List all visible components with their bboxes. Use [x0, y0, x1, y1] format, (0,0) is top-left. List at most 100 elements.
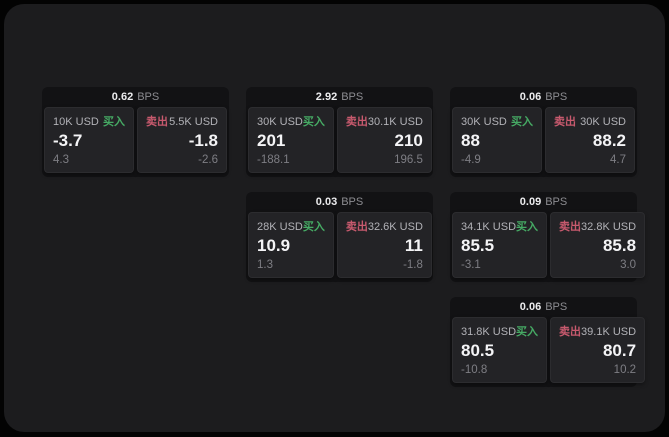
quote-card: 0.03 BPS 28K USD 买入 10.9 1.3 卖出 32.6K USD… [246, 192, 433, 282]
sell-label: 卖出 [345, 221, 368, 233]
buy-amount: 34.1K USD [461, 221, 517, 233]
quote-card: 0.06 BPS 30K USD 买入 88 -4.9 卖出 30K USD 88… [450, 87, 637, 177]
quote-body: 31.8K USD 买入 80.5 -10.8 卖出 39.1K USD 80.… [452, 317, 646, 383]
sell-top-row: 卖出 39.1K USD [559, 326, 636, 338]
buy-delta: -188.1 [257, 154, 290, 166]
sell-delta: 4.7 [610, 154, 626, 166]
buy-top-row: 28K USD 买入 [257, 221, 325, 233]
sell-label: 卖出 [146, 116, 168, 128]
buy-price: 85.5 [461, 236, 495, 255]
buy-delta: -3.1 [461, 259, 481, 271]
sell-price: 88.2 [592, 131, 626, 150]
spread-unit: BPS [545, 91, 568, 103]
sell-top-row: 卖出 30.1K USD [346, 116, 423, 128]
buy-price: -3.7 [53, 131, 83, 150]
spread-header: 0.06 BPS [450, 87, 637, 107]
buy-amount: 31.8K USD [461, 326, 517, 338]
sell-panel[interactable]: 卖出 32.8K USD 85.8 3.0 [550, 212, 646, 278]
sell-label: 卖出 [554, 116, 576, 128]
sell-panel[interactable]: 卖出 30.1K USD 210 196.5 [336, 107, 432, 173]
buy-top-row: 30K USD 买入 [461, 116, 533, 128]
sell-amount: 32.8K USD [581, 221, 637, 233]
quote-card: 0.09 BPS 34.1K USD 买入 85.5 -3.1 卖出 32.8K … [450, 192, 646, 282]
sell-label: 卖出 [345, 116, 368, 128]
quote-body: 30K USD 买入 88 -4.9 卖出 30K USD 88.2 4.7 [452, 107, 635, 173]
buy-panel[interactable]: 34.1K USD 买入 85.5 -3.1 [452, 212, 548, 278]
buy-amount: 28K USD [257, 221, 303, 233]
spread-unit: BPS [545, 301, 568, 313]
buy-label: 买入 [516, 326, 539, 338]
buy-amount: 30K USD [257, 116, 303, 128]
spread-unit: BPS [545, 196, 568, 208]
sell-price: -1.8 [188, 131, 218, 150]
buy-price: 201 [257, 131, 286, 150]
buy-price: 88 [461, 131, 480, 150]
sell-panel[interactable]: 卖出 30K USD 88.2 4.7 [545, 107, 635, 173]
sell-delta: 3.0 [620, 259, 637, 271]
buy-price: 10.9 [257, 236, 291, 255]
buy-price: 80.5 [461, 341, 495, 360]
quote-body: 10K USD 买入 -3.7 4.3 卖出 5.5K USD -1.8 -2.… [44, 107, 227, 173]
spread-header: 2.92 BPS [246, 87, 433, 107]
buy-panel[interactable]: 30K USD 买入 88 -4.9 [452, 107, 542, 173]
spread-unit: BPS [137, 91, 160, 103]
spread-header: 0.62 BPS [42, 87, 229, 107]
buy-panel[interactable]: 31.8K USD 买入 80.5 -10.8 [452, 317, 548, 383]
buy-amount: 30K USD [461, 116, 507, 128]
buy-panel[interactable]: 30K USD 买入 201 -188.1 [248, 107, 334, 173]
sell-amount: 30.1K USD [367, 116, 423, 128]
sell-delta: 196.5 [394, 154, 423, 166]
buy-label: 买入 [511, 116, 533, 128]
sell-price: 210 [394, 131, 423, 150]
buy-amount: 10K USD [53, 116, 99, 128]
sell-panel[interactable]: 卖出 39.1K USD 80.7 10.2 [550, 317, 646, 383]
buy-panel[interactable]: 10K USD 买入 -3.7 4.3 [44, 107, 134, 173]
buy-top-row: 31.8K USD 买入 [461, 326, 538, 338]
buy-label: 买入 [302, 221, 325, 233]
sell-top-row: 卖出 32.6K USD [346, 221, 423, 233]
sell-amount: 32.6K USD [367, 221, 423, 233]
buy-label: 买入 [516, 221, 539, 233]
spread-value: 0.03 [315, 196, 338, 208]
buy-label: 买入 [103, 116, 125, 128]
quote-board-panel: 0.62 BPS 10K USD 买入 -3.7 4.3 卖出 5.5K USD … [4, 4, 665, 432]
buy-top-row: 30K USD 买入 [257, 116, 325, 128]
spread-unit: BPS [341, 91, 364, 103]
sell-amount: 39.1K USD [581, 326, 637, 338]
sell-panel[interactable]: 卖出 5.5K USD -1.8 -2.6 [137, 107, 227, 173]
quote-card: 2.92 BPS 30K USD 买入 201 -188.1 卖出 30.1K U… [246, 87, 433, 177]
quote-card: 0.62 BPS 10K USD 买入 -3.7 4.3 卖出 5.5K USD … [42, 87, 229, 177]
sell-panel[interactable]: 卖出 32.6K USD 11 -1.8 [336, 212, 432, 278]
sell-delta: -1.8 [403, 259, 423, 271]
sell-top-row: 卖出 30K USD [554, 116, 626, 128]
spread-value: 0.62 [111, 91, 134, 103]
buy-top-row: 34.1K USD 买入 [461, 221, 538, 233]
sell-price: 80.7 [602, 341, 637, 360]
spread-value: 0.09 [519, 196, 542, 208]
sell-label: 卖出 [559, 221, 582, 233]
sell-amount: 30K USD [580, 116, 626, 128]
quote-body: 30K USD 买入 201 -188.1 卖出 30.1K USD 210 1… [248, 107, 432, 173]
quote-body: 28K USD 买入 10.9 1.3 卖出 32.6K USD 11 -1.8 [248, 212, 432, 278]
sell-delta: -2.6 [198, 154, 218, 166]
spread-value: 0.06 [519, 301, 542, 313]
sell-label: 卖出 [559, 326, 582, 338]
buy-top-row: 10K USD 买入 [53, 116, 125, 128]
sell-price: 85.8 [602, 236, 637, 255]
spread-value: 0.06 [519, 91, 542, 103]
spread-unit: BPS [341, 196, 364, 208]
spread-value: 2.92 [315, 91, 338, 103]
sell-delta: 10.2 [613, 364, 637, 376]
buy-delta: 1.3 [257, 259, 273, 271]
sell-amount: 5.5K USD [169, 116, 218, 128]
buy-delta: 4.3 [53, 154, 69, 166]
buy-delta: -10.8 [461, 364, 488, 376]
sell-top-row: 卖出 5.5K USD [146, 116, 218, 128]
spread-header: 0.06 BPS [450, 297, 637, 317]
spread-header: 0.03 BPS [246, 192, 433, 212]
quote-body: 34.1K USD 买入 85.5 -3.1 卖出 32.8K USD 85.8… [452, 212, 646, 278]
quote-card: 0.06 BPS 31.8K USD 买入 80.5 -10.8 卖出 39.1K… [450, 297, 646, 387]
buy-delta: -4.9 [461, 154, 481, 166]
spread-header: 0.09 BPS [450, 192, 637, 212]
buy-panel[interactable]: 28K USD 买入 10.9 1.3 [248, 212, 334, 278]
